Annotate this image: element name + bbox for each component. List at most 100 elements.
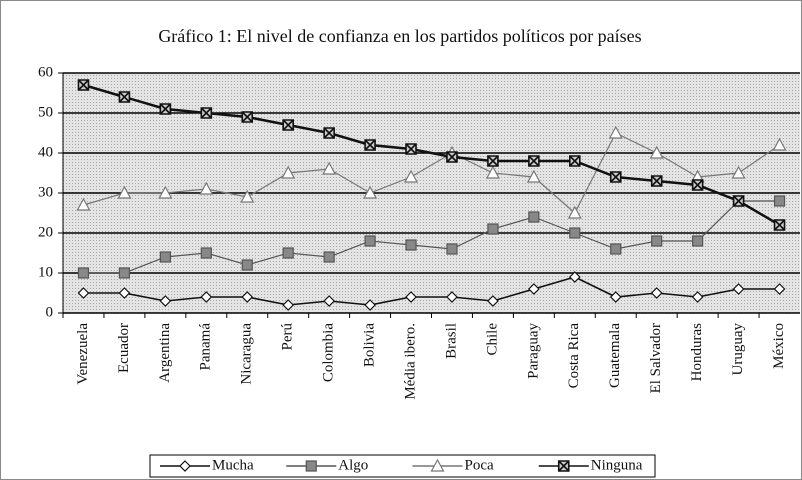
marker: [650, 175, 663, 187]
marker: [323, 251, 335, 263]
marker: [159, 295, 172, 307]
marker: [200, 291, 213, 303]
marker: [487, 155, 499, 167]
x-tick-label: Costa Rica: [566, 323, 582, 389]
marker: [526, 169, 541, 183]
marker: [77, 79, 90, 91]
legend-label: Ninguna: [591, 457, 643, 473]
y-tick-label: 10: [38, 264, 53, 280]
marker: [200, 107, 213, 119]
marker: [323, 295, 335, 307]
x-tick-label: El Salvador: [648, 323, 664, 393]
y-tick-label: 30: [38, 184, 53, 200]
legend-label: Poca: [465, 457, 495, 473]
marker: [608, 125, 623, 139]
marker: [528, 155, 540, 167]
marker: [281, 165, 296, 179]
marker: [364, 139, 376, 151]
marker: [691, 179, 704, 191]
x-tick-label: Panamá: [198, 323, 214, 371]
x-tick-label: Brasil: [443, 323, 459, 359]
marker: [772, 137, 787, 151]
marker: [240, 189, 255, 203]
marker: [430, 458, 445, 472]
marker: [364, 299, 376, 311]
marker: [567, 205, 582, 219]
marker: [692, 235, 704, 247]
x-tick-label: Argentina: [157, 323, 173, 383]
x-tick-label: Guatemala: [607, 323, 623, 388]
marker: [446, 291, 458, 303]
chart-title: Gráfico 1: El nivel de confianza en los …: [158, 26, 641, 46]
series-line: [83, 132, 780, 214]
marker: [405, 291, 417, 303]
marker: [282, 247, 294, 259]
y-tick-label: 20: [38, 224, 53, 240]
x-tick-label: Paraguay: [525, 323, 541, 379]
legend: Mucha Algo Poca Ninguna: [149, 454, 656, 478]
marker: [241, 259, 253, 271]
marker: [773, 283, 786, 295]
marker: [528, 283, 540, 295]
x-tick-label: Nicaragua: [239, 323, 255, 385]
marker: [609, 291, 622, 303]
x-tick-label: México: [771, 323, 787, 369]
x-tick-label: Bolivia: [362, 323, 378, 368]
marker: [569, 155, 581, 167]
marker: [773, 219, 786, 231]
marker: [528, 211, 540, 223]
y-tick-label: 0: [46, 304, 54, 320]
marker: [200, 247, 212, 259]
x-tick-label: Perú: [280, 323, 296, 351]
marker: [77, 267, 90, 279]
marker: [405, 239, 417, 251]
marker: [568, 271, 581, 283]
marker: [405, 143, 417, 155]
marker: [282, 119, 294, 131]
marker: [241, 291, 254, 303]
legend-label: Algo: [338, 457, 368, 473]
marker: [76, 197, 91, 211]
marker: [159, 251, 171, 263]
marker: [118, 267, 131, 279]
marker: [363, 185, 378, 199]
y-tick-label: 60: [38, 64, 53, 80]
marker: [117, 185, 132, 199]
marker: [610, 243, 622, 255]
marker: [159, 103, 172, 115]
marker: [118, 91, 131, 103]
marker: [773, 195, 786, 207]
x-tick-label: Ecuador: [116, 323, 132, 373]
marker: [732, 195, 745, 207]
marker: [179, 460, 191, 472]
marker: [651, 235, 663, 247]
x-tick-label: Média ibero.: [402, 323, 418, 400]
marker: [77, 287, 90, 299]
marker: [487, 223, 499, 235]
legend-box: [149, 454, 656, 478]
marker: [446, 151, 458, 163]
series-line: [83, 83, 781, 227]
marker: [485, 165, 500, 179]
marker: [364, 235, 376, 247]
marker: [158, 185, 173, 199]
y-tick-label: 40: [38, 144, 53, 160]
marker: [650, 287, 663, 299]
marker: [323, 127, 335, 139]
marker: [649, 145, 664, 159]
marker: [557, 460, 570, 472]
marker: [305, 460, 317, 472]
marker: [732, 283, 745, 295]
marker: [691, 291, 704, 303]
x-tick-label: Colombia: [321, 323, 337, 383]
legend-label: Mucha: [212, 457, 254, 473]
marker: [487, 295, 499, 307]
marker: [282, 299, 295, 311]
marker: [446, 243, 458, 255]
x-tick-label: Venezuela: [75, 323, 91, 385]
y-tick-label: 50: [38, 104, 53, 120]
marker: [569, 227, 581, 239]
x-tick-label: Honduras: [689, 323, 705, 381]
marker: [199, 181, 214, 195]
